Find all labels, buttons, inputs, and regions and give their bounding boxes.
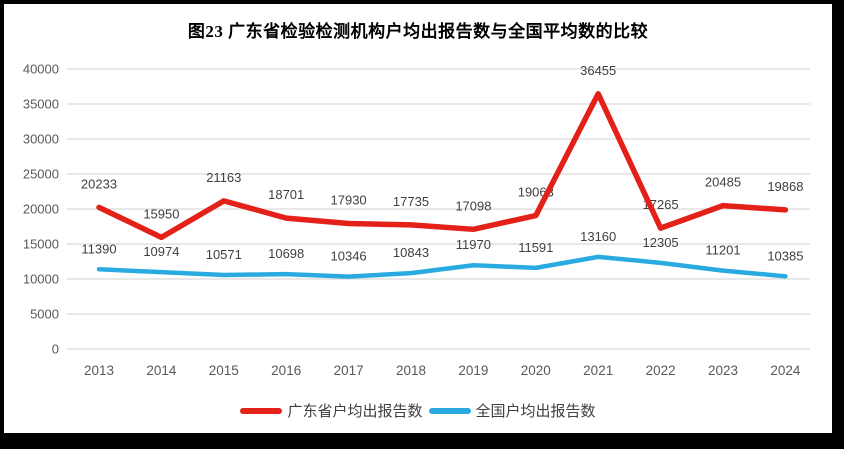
y-axis-tick-label: 15000 (23, 237, 59, 252)
y-axis-tick-label: 40000 (23, 62, 59, 77)
legend-swatch-red-line (240, 407, 283, 414)
y-axis-tick-label: 35000 (23, 97, 59, 112)
y-axis-tick-label: 25000 (23, 167, 59, 182)
x-axis-tick-label: 2018 (396, 363, 426, 378)
x-axis-tick-label: 2023 (708, 363, 738, 378)
data-label-national: 11390 (81, 241, 116, 256)
legend-item-guangdong: 广东省户均出报告数 (240, 400, 423, 421)
series-line-national (96, 254, 788, 279)
x-axis-tick-label: 2021 (583, 363, 613, 378)
x-axis-tick-label: 2017 (334, 363, 364, 378)
data-label-national: 10843 (393, 245, 429, 260)
x-axis-tick-label: 2013 (84, 363, 114, 378)
data-label-national: 11970 (456, 237, 491, 252)
x-axis-tick-label: 2016 (271, 363, 301, 378)
x-axis-tick-label: 2022 (646, 363, 676, 378)
chart-title: 图23 广东省检验检测机构户均出报告数与全国平均数的比较 (187, 22, 649, 41)
legend-label-national: 全国户均出报告数 (475, 403, 596, 420)
data-label-guangdong: 18701 (268, 187, 304, 202)
x-axis-tick-label: 2020 (521, 363, 551, 378)
data-label-national: 10571 (206, 247, 242, 262)
y-axis-tick-label: 20000 (23, 202, 59, 217)
data-label-national: 10698 (268, 246, 304, 261)
data-label-guangdong: 17098 (455, 198, 491, 213)
data-label-guangdong: 17930 (331, 192, 367, 207)
data-label-national: 11201 (705, 243, 740, 258)
data-label-guangdong: 20485 (705, 175, 741, 190)
data-label-national: 11591 (518, 240, 553, 255)
y-axis-tick-label: 5000 (30, 307, 59, 322)
data-label-national: 13160 (580, 229, 616, 244)
data-label-guangdong: 15950 (143, 206, 179, 221)
legend: 广东省户均出报告数 全国户均出报告数 (4, 400, 832, 421)
data-label-guangdong: 21163 (206, 170, 241, 185)
data-label-national: 10974 (143, 244, 179, 259)
series-line-guangdong (96, 91, 789, 241)
data-label-guangdong: 36455 (580, 63, 616, 78)
y-axis-tick-label: 10000 (23, 272, 59, 287)
data-label-national: 10346 (331, 249, 367, 264)
line-chart: 0 5000 10000 15000 20000 25000 30000 35000 40000… (23, 62, 810, 378)
x-axis-tick-label: 2015 (209, 363, 239, 378)
y-axis-tick-label: 30000 (23, 132, 59, 147)
legend-swatch-blue-line (428, 407, 471, 414)
data-label-guangdong: 20233 (81, 176, 117, 191)
x-axis-tick-label: 2019 (458, 363, 488, 378)
data-label-guangdong: 19868 (767, 179, 803, 194)
x-axis-tick-label: 2024 (770, 363, 801, 378)
data-label-guangdong: 17735 (393, 194, 429, 209)
x-axis-tick-label: 2014 (146, 363, 177, 378)
y-axis-tick-label: 0 (52, 342, 59, 357)
data-label-national: 12305 (643, 235, 679, 250)
data-label-national: 10385 (767, 248, 803, 263)
legend-item-national: 全国户均出报告数 (428, 400, 596, 421)
legend-label-guangdong: 广东省户均出报告数 (287, 403, 423, 420)
